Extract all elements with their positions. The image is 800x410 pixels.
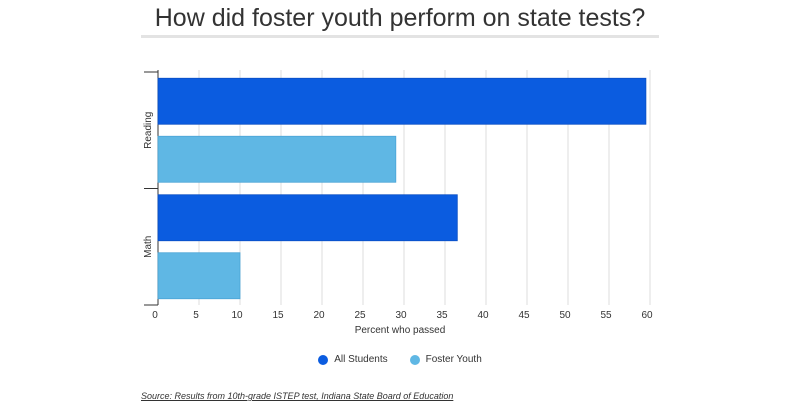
legend: All Students Foster Youth bbox=[0, 354, 800, 365]
title-divider bbox=[141, 35, 659, 38]
x-axis-title: Percent who passed bbox=[355, 325, 446, 336]
legend-label-foster-youth: Foster Youth bbox=[425, 354, 482, 365]
x-tick-label-10: 10 bbox=[231, 310, 243, 321]
legend-swatch-all-students bbox=[318, 354, 329, 365]
x-tick-label-55: 55 bbox=[600, 310, 612, 321]
x-tick-label-60: 60 bbox=[641, 310, 653, 321]
x-tick-label-15: 15 bbox=[272, 310, 284, 321]
x-tick-label-20: 20 bbox=[313, 310, 325, 321]
legend-label-all-students: All Students bbox=[334, 354, 388, 365]
legend-item-all-students: All Students bbox=[318, 354, 388, 365]
bar-reading-foster-youth bbox=[157, 135, 397, 183]
x-tick-label-30: 30 bbox=[395, 310, 407, 321]
bar-math-all-students bbox=[157, 194, 458, 242]
bar-reading-all-students bbox=[157, 77, 647, 125]
chart-title: How did foster youth perform on state te… bbox=[154, 4, 646, 32]
x-tick-label-0: 0 bbox=[152, 310, 158, 321]
x-tick-label-50: 50 bbox=[559, 310, 571, 321]
source-note: Source: Results from 10th-grade ISTEP te… bbox=[141, 391, 454, 401]
category-label-reading: Reading bbox=[143, 112, 154, 149]
bar-math-foster-youth bbox=[157, 252, 241, 300]
x-tick-label-45: 45 bbox=[518, 310, 530, 321]
legend-item-foster-youth: Foster Youth bbox=[409, 354, 482, 365]
legend-swatch-foster-youth bbox=[409, 354, 420, 365]
x-tick-label-5: 5 bbox=[193, 310, 199, 321]
category-label-math: Math bbox=[143, 236, 154, 258]
x-tick-label-25: 25 bbox=[354, 310, 366, 321]
x-tick-label-35: 35 bbox=[436, 310, 448, 321]
x-tick-label-40: 40 bbox=[477, 310, 489, 321]
